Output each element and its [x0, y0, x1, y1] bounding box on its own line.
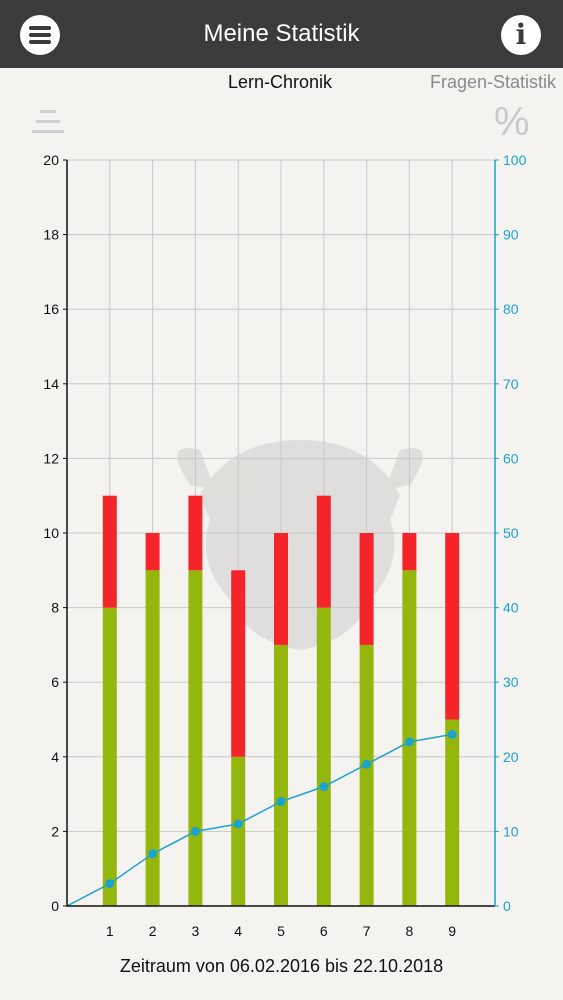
- y-right-tick-label: 80: [503, 301, 519, 317]
- x-tick-label: 7: [363, 923, 371, 939]
- learning-chart: 0246810121416182001020304050607080901001…: [43, 152, 527, 939]
- x-tick-label: 9: [448, 923, 456, 939]
- bar-wrong: [316, 495, 331, 608]
- bar-correct: [274, 644, 288, 906]
- sort-lines-icon[interactable]: [32, 108, 64, 136]
- bar-correct: [231, 756, 246, 906]
- percent-point: [447, 729, 457, 739]
- y-left-tick-label: 10: [43, 525, 59, 541]
- bar-correct: [445, 719, 460, 906]
- y-left-tick-label: 16: [43, 301, 59, 317]
- y-left-tick-label: 2: [51, 823, 59, 839]
- x-tick-label: 3: [192, 923, 200, 939]
- date-range: Zeitraum von 06.02.2016 bis 22.10.2018: [119, 956, 444, 976]
- y-right-tick-label: 100: [503, 152, 527, 168]
- hamburger-menu-icon[interactable]: [20, 15, 60, 55]
- bar-correct: [316, 607, 331, 906]
- x-tick-label: 2: [149, 923, 157, 939]
- mascot-watermark: [177, 440, 423, 650]
- bar-wrong: [188, 495, 203, 571]
- percent-point: [233, 819, 243, 829]
- percent-point: [105, 879, 115, 889]
- x-tick-label: 8: [406, 923, 414, 939]
- y-right-tick-label: 90: [503, 227, 519, 243]
- percent-point: [319, 782, 329, 792]
- bar-wrong: [231, 570, 246, 757]
- bar-wrong: [359, 533, 374, 645]
- bar-correct: [188, 570, 203, 906]
- bar-wrong: [145, 533, 160, 571]
- y-left-tick-label: 4: [51, 749, 59, 765]
- bar-wrong: [274, 533, 288, 645]
- percent-point: [148, 849, 158, 859]
- bar-wrong: [102, 495, 117, 608]
- app-bar: Meine Statistik i: [0, 0, 563, 68]
- x-tick-label: 1: [106, 923, 114, 939]
- bar-correct: [359, 644, 374, 906]
- y-left-tick-label: 14: [43, 376, 59, 392]
- percent-point: [404, 737, 414, 747]
- y-left-tick-label: 18: [43, 227, 59, 243]
- x-tick-label: 4: [234, 923, 242, 939]
- y-right-tick-label: 40: [503, 600, 519, 616]
- y-left-tick-label: 20: [43, 152, 59, 168]
- bar-correct: [102, 607, 117, 906]
- y-left-tick-label: 12: [43, 450, 59, 466]
- x-tick-label: 5: [277, 923, 285, 939]
- bar-wrong: [402, 533, 417, 571]
- page-title: Meine Statistik: [203, 20, 360, 47]
- percent-point: [190, 826, 200, 836]
- y-left-tick-label: 8: [51, 600, 59, 616]
- info-icon[interactable]: i: [501, 15, 541, 55]
- y-right-tick-label: 60: [503, 450, 519, 466]
- y-right-tick-label: 50: [503, 525, 519, 541]
- bar-wrong: [445, 533, 460, 720]
- tab-fragen-statistik[interactable]: Fragen-Statistik: [430, 72, 557, 92]
- x-tick-label: 6: [320, 923, 328, 939]
- bar-correct: [145, 570, 160, 906]
- tab-lern-chronik[interactable]: Lern-Chronik: [228, 72, 333, 92]
- y-right-tick-label: 10: [503, 823, 519, 839]
- y-right-tick-label: 0: [503, 898, 511, 914]
- percent-icon[interactable]: %: [494, 100, 530, 144]
- percent-point: [276, 797, 286, 807]
- y-left-tick-label: 6: [51, 674, 59, 690]
- y-left-tick-label: 0: [51, 898, 59, 914]
- percent-point: [362, 759, 372, 769]
- y-right-tick-label: 30: [503, 674, 519, 690]
- y-right-tick-label: 70: [503, 376, 519, 392]
- percent-line: [66, 733, 453, 907]
- y-right-tick-label: 20: [503, 749, 519, 765]
